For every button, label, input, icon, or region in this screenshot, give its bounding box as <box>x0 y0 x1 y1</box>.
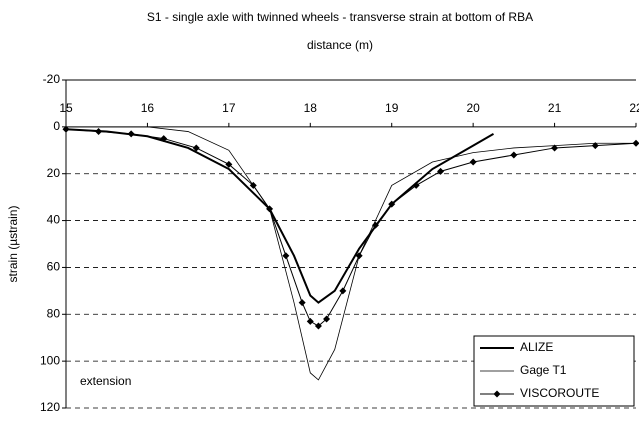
marker <box>437 167 445 175</box>
marker <box>249 181 257 189</box>
y-axis-label: strain (µstrain) <box>6 206 20 283</box>
legend-marker <box>493 390 501 398</box>
x-tick-label: 15 <box>59 101 73 115</box>
series-line <box>65 128 637 327</box>
marker <box>266 205 274 213</box>
marker <box>306 317 314 325</box>
marker <box>412 181 420 189</box>
marker <box>62 125 70 133</box>
marker <box>371 221 379 229</box>
y-tick-label: -20 <box>43 72 61 86</box>
marker <box>591 142 599 150</box>
marker <box>355 252 363 260</box>
y-tick-label: 80 <box>47 306 61 320</box>
y-tick-label: 60 <box>47 260 61 274</box>
y-tick-label: 120 <box>40 400 60 414</box>
marker <box>314 322 322 330</box>
x-tick-label: 20 <box>466 101 480 115</box>
marker <box>225 160 233 168</box>
x-tick-label: 17 <box>222 101 236 115</box>
x-tick-label: 21 <box>548 101 562 115</box>
y-tick-label: 20 <box>47 166 61 180</box>
marker <box>192 144 200 152</box>
y-tick-label: 0 <box>53 119 60 133</box>
marker <box>339 287 347 295</box>
marker <box>160 135 168 143</box>
marker <box>632 139 639 147</box>
marker <box>127 130 135 138</box>
x-tick-label: 18 <box>304 101 318 115</box>
marker <box>510 151 518 159</box>
legend-label: VISCOROUTE <box>520 386 599 400</box>
series-line <box>65 128 494 304</box>
annotation: extension <box>80 374 131 388</box>
marker <box>551 144 559 152</box>
chart-title: S1 - single axle with twinned wheels - t… <box>147 10 533 24</box>
x-tick-label: 22 <box>629 101 639 115</box>
y-tick-label: 100 <box>40 353 60 367</box>
y-tick-label: 40 <box>47 213 61 227</box>
marker <box>298 299 306 307</box>
legend-label: Gage T1 <box>520 363 567 377</box>
marker <box>323 315 331 323</box>
legend-label: ALIZE <box>520 340 553 354</box>
x-tick-label: 19 <box>385 101 399 115</box>
series-line <box>66 126 636 381</box>
marker <box>282 252 290 260</box>
x-tick-label: 16 <box>141 101 155 115</box>
marker <box>95 128 103 136</box>
marker <box>469 158 477 166</box>
marker <box>388 200 396 208</box>
x-axis-label: distance (m) <box>307 38 373 52</box>
